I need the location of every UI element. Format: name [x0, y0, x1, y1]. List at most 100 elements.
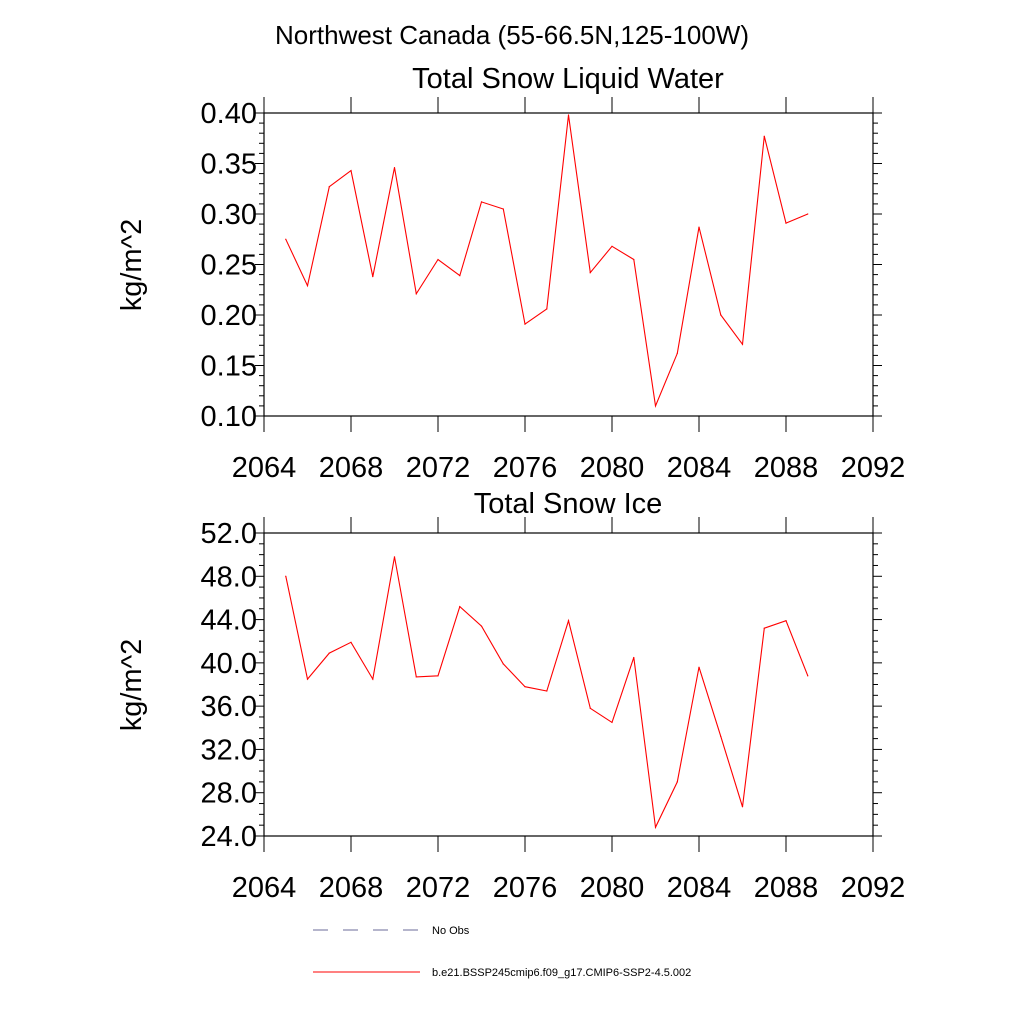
y-tick-label: 0.15 [201, 351, 257, 383]
data-point [676, 352, 678, 354]
data-point [328, 652, 330, 654]
y-tick-label: 0.40 [201, 98, 257, 130]
x-tick-label: 2088 [754, 872, 819, 904]
panel-title: Total Snow Ice [474, 488, 663, 520]
plot-frame [263, 532, 874, 837]
y-tick-label: 48.0 [201, 561, 257, 593]
x-tick-label: 2092 [841, 452, 906, 484]
x-tick-label: 2076 [493, 452, 558, 484]
data-point [567, 114, 570, 116]
plot-frame [263, 112, 874, 417]
data-point [698, 226, 700, 228]
x-tick-label: 2072 [406, 872, 471, 904]
data-point [611, 245, 613, 247]
data-point [285, 238, 287, 240]
x-tick-label: 2064 [232, 452, 297, 484]
data-point [741, 343, 744, 345]
data-point [415, 676, 417, 678]
axis-ticks: 2064 2068 2072 2076 2080 2084 2088 2092 24.0 28.0… [201, 517, 906, 904]
data-point [393, 166, 396, 169]
data-point [480, 201, 483, 203]
series-layer [285, 114, 809, 408]
x-tick-label: 2080 [580, 872, 645, 904]
legend: No Obs b.e21.BSSP245cmip6.f09_g17.CMIP6-… [313, 925, 691, 979]
data-point [633, 258, 635, 261]
x-tick-label: 2076 [493, 872, 558, 904]
legend-label-no-obs: No Obs [432, 925, 470, 937]
data-point [720, 735, 722, 738]
y-tick-label: 36.0 [201, 691, 257, 723]
x-tick-label: 2064 [232, 872, 297, 904]
data-point [350, 169, 352, 172]
data-point [654, 826, 657, 828]
data-point [328, 186, 330, 188]
data-point [459, 605, 461, 608]
data-point [589, 707, 591, 709]
data-point [763, 135, 765, 137]
x-tick-label: 2068 [319, 452, 384, 484]
data-point [306, 285, 309, 287]
data-point [306, 678, 309, 680]
panel-title: Total Snow Liquid Water [412, 63, 724, 95]
y-tick-label: 52.0 [201, 518, 257, 550]
data-point [546, 308, 548, 310]
data-point [502, 208, 504, 210]
data-point [676, 781, 678, 783]
data-point [480, 625, 483, 627]
y-tick-label: 0.25 [201, 250, 257, 282]
data-point [437, 258, 439, 261]
data-point [372, 276, 374, 278]
y-tick-label: 0.30 [201, 199, 257, 231]
series-layer [285, 556, 809, 830]
data-point [698, 666, 700, 668]
y-tick-label: 40.0 [201, 648, 257, 680]
data-point [524, 323, 526, 325]
data-point [393, 556, 396, 558]
y-tick-label: 0.20 [201, 300, 257, 332]
data-point [372, 678, 374, 680]
y-tick-label: 24.0 [201, 821, 257, 853]
series-line [285, 114, 809, 408]
x-tick-label: 2084 [667, 452, 732, 484]
data-point [741, 806, 744, 808]
panel-snow-ice: Total Snow Ice kg/m^2 2064 2068 2072 2076 20… [116, 488, 905, 904]
y-tick-label: 28.0 [201, 778, 257, 810]
data-point [350, 641, 352, 643]
x-tick-label: 2088 [754, 452, 819, 484]
data-point [654, 405, 657, 407]
y-tick-label: 0.10 [201, 401, 257, 433]
data-point [437, 675, 439, 677]
data-point [589, 271, 591, 274]
data-point [785, 222, 787, 224]
x-tick-label: 2092 [841, 872, 906, 904]
data-point [785, 620, 787, 622]
data-point [807, 213, 809, 215]
data-point [763, 627, 765, 629]
figure-title: Northwest Canada (55-66.5N,125-100W) [275, 20, 749, 50]
y-axis-label: kg/m^2 [116, 639, 148, 732]
x-tick-label: 2072 [406, 452, 471, 484]
data-point [502, 663, 504, 665]
x-tick-label: 2068 [319, 872, 384, 904]
data-point [567, 620, 570, 622]
data-point [459, 275, 461, 277]
axis-ticks: 2064 2068 2072 2076 2080 2084 2088 2092 0.10 0.15… [201, 97, 906, 484]
data-point [807, 675, 809, 677]
data-point [720, 314, 722, 316]
data-point [611, 721, 613, 723]
x-tick-label: 2084 [667, 872, 732, 904]
data-point [524, 686, 526, 688]
y-tick-label: 44.0 [201, 605, 257, 637]
data-point [633, 656, 635, 659]
data-point [546, 690, 548, 692]
y-tick-label: 0.35 [201, 149, 257, 181]
series-line [285, 556, 809, 830]
data-point [285, 575, 287, 577]
x-tick-label: 2080 [580, 452, 645, 484]
panel-snow-liquid-water: Total Snow Liquid Water kg/m^2 2064 2068 2… [116, 63, 905, 484]
y-axis-label: kg/m^2 [116, 219, 148, 312]
y-tick-label: 32.0 [201, 734, 257, 766]
data-point [415, 293, 417, 295]
legend-label-model: b.e21.BSSP245cmip6.f09_g17.CMIP6-SSP2-4.… [432, 967, 691, 979]
